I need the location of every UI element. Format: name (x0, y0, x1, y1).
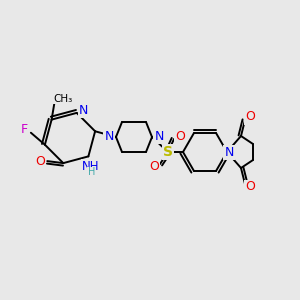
Text: N: N (79, 104, 88, 117)
Text: O: O (245, 181, 255, 194)
Text: S: S (163, 145, 173, 159)
Text: CH₃: CH₃ (53, 94, 72, 103)
Text: O: O (175, 130, 185, 142)
Text: NH: NH (82, 160, 99, 173)
Text: N: N (104, 130, 114, 142)
Text: NH: NH (82, 160, 99, 173)
Text: H: H (88, 167, 95, 177)
Text: O: O (149, 160, 159, 173)
Text: N: N (154, 130, 164, 142)
Text: NH: NH (82, 160, 99, 173)
Text: O: O (245, 110, 255, 124)
Text: F: F (20, 123, 27, 136)
Text: O: O (35, 154, 45, 168)
Text: N: N (224, 146, 234, 158)
